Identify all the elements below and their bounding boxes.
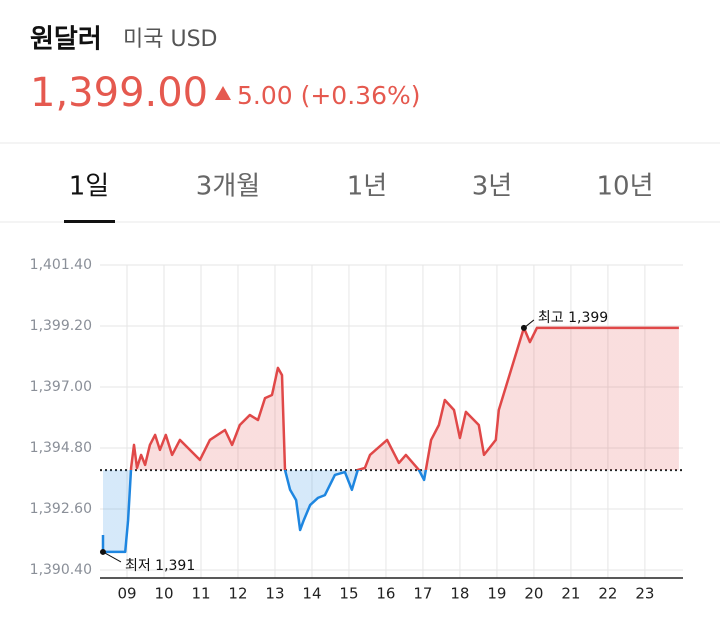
x-tick-label: 12 (228, 585, 247, 603)
change: 5.00 (+0.36%) (237, 81, 420, 110)
tab[interactable]: 3년 (472, 172, 512, 202)
tab[interactable]: 10년 (596, 172, 653, 202)
x-tick-label: 18 (450, 585, 469, 603)
x-tick-label: 23 (635, 585, 654, 603)
x-tick-label: 17 (413, 585, 432, 603)
x-tick-label: 10 (154, 585, 173, 603)
x-tick-label: 15 (339, 585, 358, 603)
y-tick-label: 1,399.20 (30, 318, 92, 334)
tab[interactable]: 1년 (347, 172, 387, 202)
x-tick-label: 13 (265, 585, 284, 603)
price-line (101, 326, 679, 554)
x-tick-label: 16 (376, 585, 395, 603)
x-tick-label: 21 (561, 585, 580, 603)
x-tick-label: 20 (524, 585, 543, 603)
x-tick-label: 22 (598, 585, 617, 603)
y-tick-label: 1,394.80 (30, 440, 92, 456)
y-tick-label: 1,401.40 (30, 257, 92, 273)
annotation: 최고 1,399 (538, 310, 608, 326)
y-tick-label: 1,390.40 (30, 562, 92, 578)
x-tick-label: 14 (302, 585, 321, 603)
price: 1,399.00 (30, 70, 208, 116)
up-arrow (215, 86, 231, 100)
tab[interactable]: 3개월 (196, 172, 260, 202)
title: 원달러 (30, 25, 102, 55)
tab[interactable]: 1일 (69, 172, 109, 202)
subtitle: 미국 USD (123, 27, 217, 52)
x-tick-label: 19 (487, 585, 506, 603)
x-tick-label: 11 (191, 585, 210, 603)
annotation: 최저 1,391 (125, 558, 195, 574)
y-tick-label: 1,392.60 (30, 501, 92, 517)
annotation-leader (102, 551, 122, 563)
tab-indicator (64, 220, 115, 223)
area (103, 327, 679, 552)
annotation-leader (523, 319, 535, 329)
x-tick-label: 09 (117, 585, 136, 603)
y-tick-label: 1,397.00 (30, 379, 92, 395)
